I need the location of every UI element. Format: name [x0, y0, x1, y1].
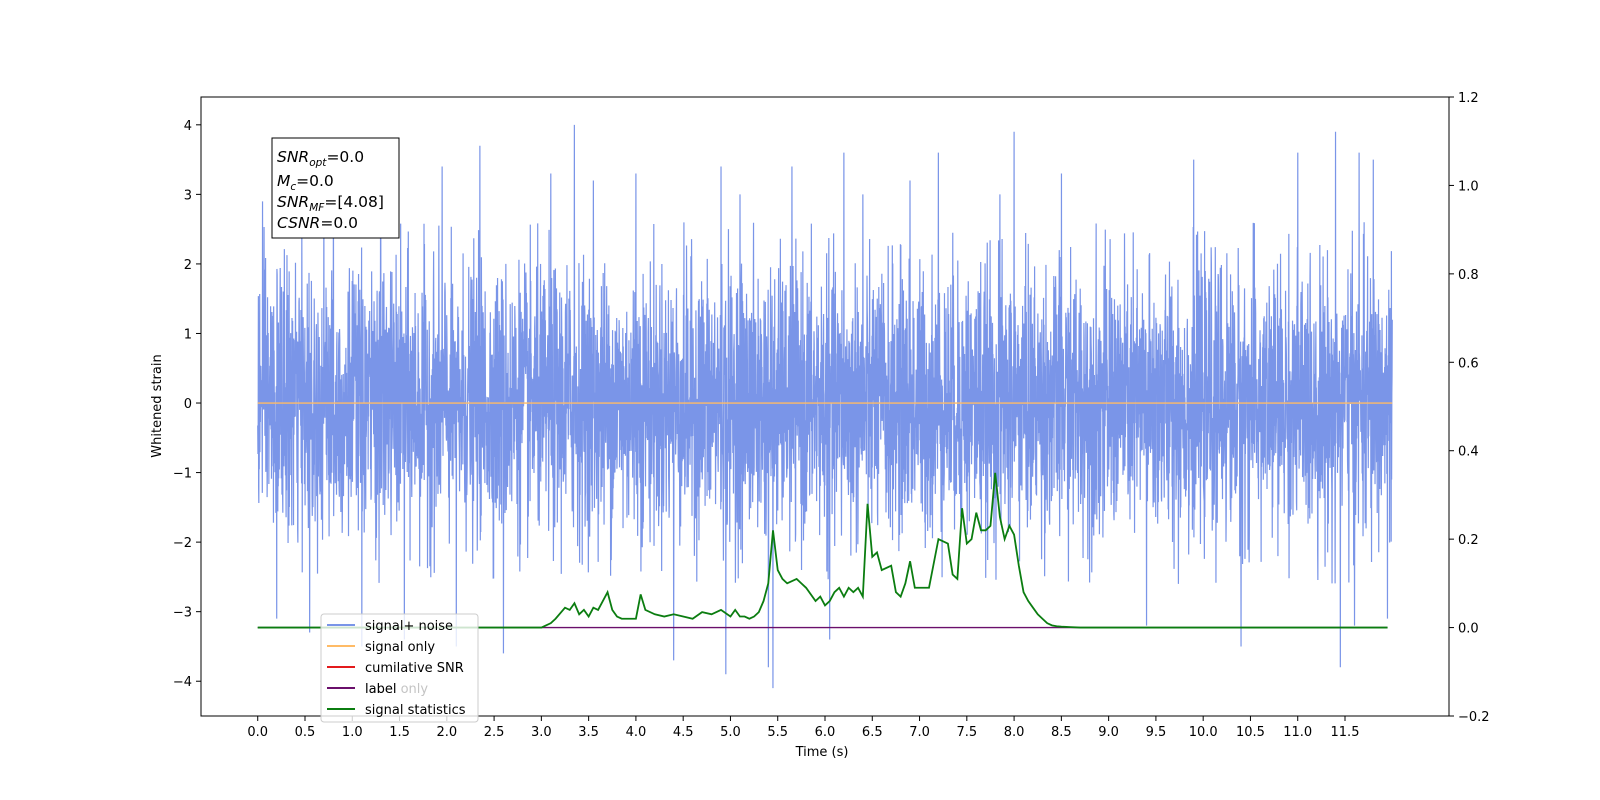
legend-label-cumilative-snr: cumilative SNR [365, 661, 464, 676]
x-tick-label: 8.5 [1051, 725, 1072, 740]
legend-label-signal-statistics: signal statistics [365, 703, 466, 718]
x-tick-label: 3.5 [578, 725, 599, 740]
x-tick-label: 2.5 [484, 725, 505, 740]
legend-label-signal-only: signal only [365, 640, 435, 655]
annotation-frame [271, 137, 400, 239]
x-tick-label: 7.0 [909, 725, 930, 740]
y2-tick-label: 1.2 [1458, 91, 1479, 106]
y-axis-left: 4 3 2 1 0 −1 −2 −3 −4 [173, 119, 201, 690]
y-axis-label: Whitened strain [150, 354, 165, 457]
series-signal-noise [257, 124, 1393, 689]
x-tick-label: 4.5 [673, 725, 694, 740]
y-tick-label: −4 [173, 675, 192, 690]
y2-tick-label: −0.2 [1458, 710, 1490, 725]
y-tick-label: −2 [173, 536, 192, 551]
x-tick-label: 4.0 [626, 725, 647, 740]
annotation-box: SNRopt=0.0 Mc=0.0 SNRMF=[4.08] CSNR=0.0 [271, 137, 400, 239]
x-tick-label: 0.0 [247, 725, 268, 740]
y2-tick-label: 0.4 [1458, 445, 1479, 460]
y2-tick-label: 0.2 [1458, 533, 1479, 548]
x-tick-label: 10.5 [1236, 725, 1265, 740]
x-tick-label: 1.0 [342, 725, 363, 740]
annotation-snr-mf: SNRMF=[4.08] [277, 193, 384, 214]
y-tick-label: 1 [184, 327, 192, 342]
annotation-snr-opt: SNRopt=0.0 [277, 148, 364, 169]
legend-label-label-only: label only [365, 682, 428, 697]
x-tick-label: 6.5 [862, 725, 883, 740]
y-tick-label: −1 [173, 467, 192, 482]
x-tick-label: 6.0 [815, 725, 836, 740]
x-tick-label: 0.5 [295, 725, 316, 740]
annotation-csnr: CSNR=0.0 [277, 214, 358, 232]
x-tick-label: 5.0 [720, 725, 741, 740]
x-tick-label: 11.0 [1283, 725, 1312, 740]
x-tick-label: 1.5 [389, 725, 410, 740]
x-tick-label: 9.5 [1146, 725, 1167, 740]
legend-label-signal-noise: signal+ noise [365, 619, 453, 634]
legend: signal+ noise signal only cumilative SNR… [320, 613, 479, 723]
x-tick-label: 10.0 [1189, 725, 1218, 740]
annotation-mc: Mc=0.0 [277, 172, 334, 193]
x-tick-label: 3.0 [531, 725, 552, 740]
y-tick-label: 3 [184, 188, 192, 203]
x-axis-label: Time (s) [795, 745, 849, 760]
x-tick-label: 9.0 [1098, 725, 1119, 740]
x-tick-label: 7.5 [956, 725, 977, 740]
y-tick-label: −3 [173, 606, 192, 621]
y2-tick-label: 0.8 [1458, 268, 1479, 283]
x-tick-label: 5.5 [767, 725, 788, 740]
y2-tick-label: 0.0 [1458, 622, 1479, 637]
x-tick-label: 2.0 [436, 725, 457, 740]
series-signal-statistics [257, 472, 1388, 629]
x-tick-label: 11.5 [1331, 725, 1360, 740]
y2-tick-label: 0.6 [1458, 356, 1479, 371]
y-tick-label: 4 [184, 119, 192, 134]
y-axis-right: 1.2 1.0 0.8 0.6 0.4 0.2 0.0 −0.2 [1449, 91, 1490, 725]
y2-tick-label: 1.0 [1458, 179, 1479, 194]
y-tick-label: 0 [184, 397, 192, 412]
y-tick-label: 2 [184, 258, 192, 273]
legend-frame [320, 613, 479, 723]
x-tick-label: 8.0 [1004, 725, 1025, 740]
legend-label-label: label [365, 682, 396, 697]
x-axis: 0.0 0.5 1.0 1.5 2.0 2.5 3.0 3.5 4.0 4.5 5.0 5.5 6.0 6… [247, 716, 1359, 740]
